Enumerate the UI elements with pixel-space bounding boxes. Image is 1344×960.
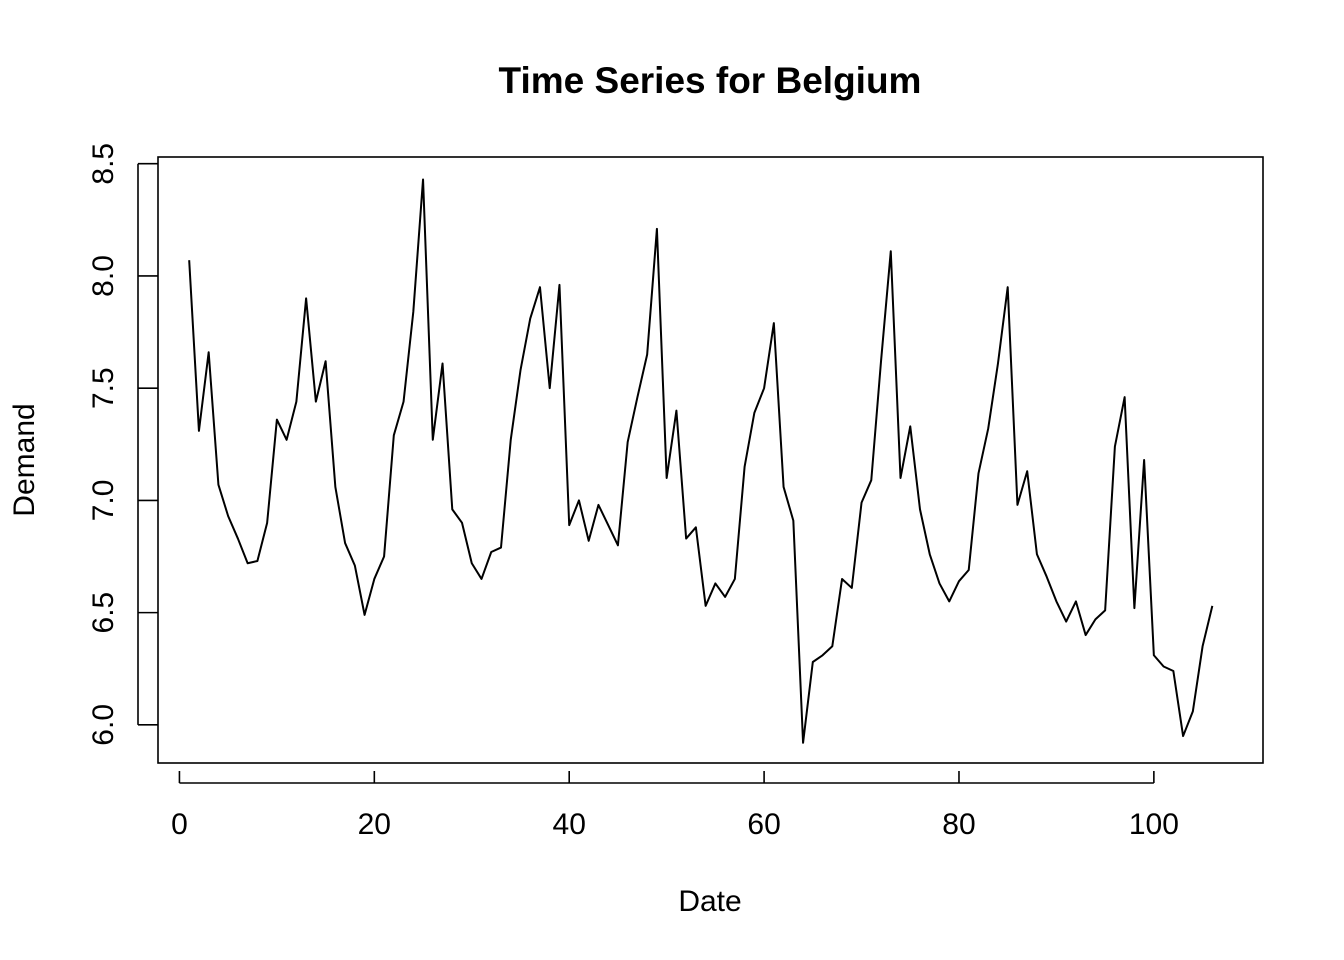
y-tick-label: 7.0 — [87, 480, 120, 522]
chart-title: Time Series for Belgium — [499, 60, 922, 101]
x-tick-label: 0 — [171, 808, 188, 841]
y-tick-label: 6.0 — [87, 704, 120, 746]
x-tick-label: 40 — [553, 808, 586, 841]
y-tick-label: 6.5 — [87, 592, 120, 634]
y-axis-label: Demand — [8, 403, 41, 516]
plot-frame — [157, 156, 1264, 764]
x-tick-label: 100 — [1129, 808, 1179, 841]
x-tick-label: 20 — [358, 808, 391, 841]
x-tick-label: 60 — [747, 808, 780, 841]
series-line — [188, 178, 1214, 744]
y-tick-label: 8.5 — [87, 143, 120, 185]
y-axis: 6.0 6.5 7.0 7.5 8.0 8.5 — [87, 143, 158, 746]
y-tick-label: 8.0 — [87, 255, 120, 297]
x-axis: 0 20 40 60 80 100 — [171, 771, 1179, 841]
x-axis-label: Date — [678, 885, 741, 918]
x-tick-label: 80 — [942, 808, 975, 841]
y-tick-label: 7.5 — [87, 367, 120, 409]
